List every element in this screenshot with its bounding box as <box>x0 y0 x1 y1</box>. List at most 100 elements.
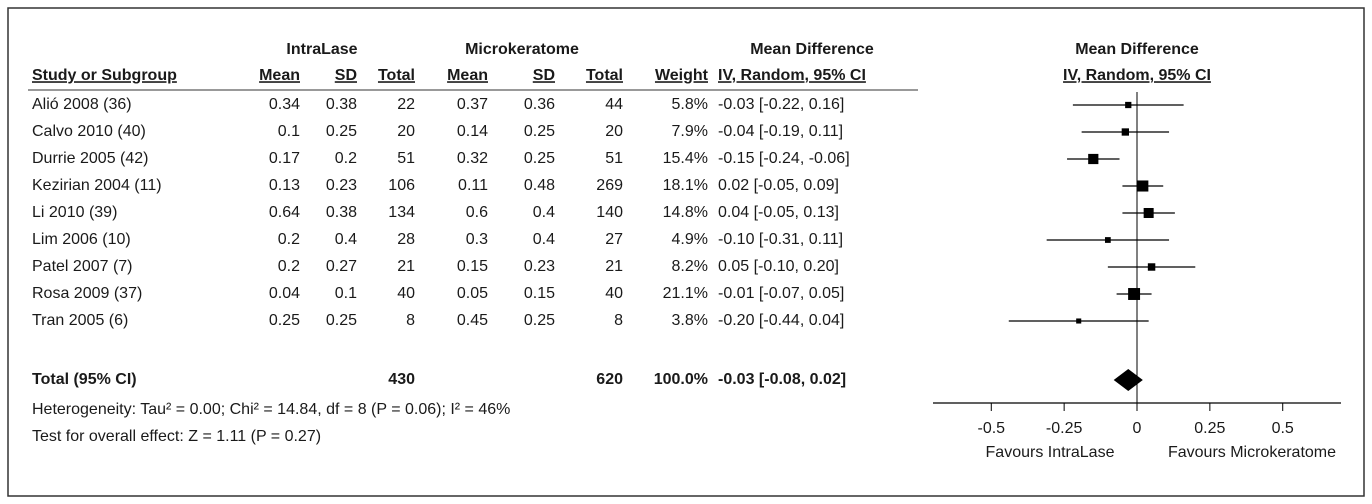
table-cell: 15.4% <box>663 150 708 167</box>
total-cell: -0.03 [-0.08, 0.02] <box>718 371 846 388</box>
table-cell: 4.9% <box>672 231 708 248</box>
effect-square <box>1137 180 1149 192</box>
table-cell: 8 <box>406 312 415 329</box>
x-tick-label: 0.25 <box>1194 420 1225 437</box>
column-header: Total <box>378 67 415 84</box>
table-cell: Durrie 2005 (42) <box>32 150 149 167</box>
table-cell: 0.11 <box>458 177 488 194</box>
table-cell: 0.38 <box>326 96 357 113</box>
x-tick-label: 0 <box>1133 420 1142 437</box>
table-cell: -0.20 [-0.44, 0.04] <box>718 312 844 329</box>
column-header: Mean <box>447 67 488 84</box>
column-header: SD <box>533 67 555 84</box>
table-cell: 0.23 <box>326 177 357 194</box>
overall-effect: Test for overall effect: Z = 1.11 (P = 0… <box>32 428 321 445</box>
table-cell: 0.15 <box>524 285 555 302</box>
effect-square <box>1121 128 1129 136</box>
table-cell: 0.04 <box>269 285 300 302</box>
table-cell: 0.25 <box>269 312 300 329</box>
table-cell: 0.04 [-0.05, 0.13] <box>718 204 839 221</box>
table-cell: 8.2% <box>672 258 708 275</box>
table-cell: 0.15 <box>457 258 488 275</box>
plot-subtitle: IV, Random, 95% CI <box>1063 67 1211 84</box>
column-header: IV, Random, 95% CI <box>718 67 866 84</box>
table-cell: 0.05 <box>457 285 488 302</box>
table-cell: 3.8% <box>672 312 708 329</box>
table-cell: -0.04 [-0.19, 0.11] <box>718 123 843 140</box>
total-cell: 100.0% <box>654 371 708 388</box>
column-header: Study or Subgroup <box>32 67 177 84</box>
heterogeneity: Heterogeneity: Tau² = 0.00; Chi² = 14.84… <box>32 401 510 418</box>
table-cell: 20 <box>397 123 415 140</box>
favours-right: Favours Microkeratome <box>1168 444 1336 461</box>
table-cell: 21.1% <box>663 285 708 302</box>
table-cell: 0.1 <box>335 285 357 302</box>
table-cell: 14.8% <box>663 204 708 221</box>
effect-square <box>1104 237 1111 243</box>
table-cell: Calvo 2010 (40) <box>32 123 146 140</box>
table-cell: 0.2 <box>335 150 357 167</box>
table-cell: 44 <box>605 96 623 113</box>
column-header: Weight <box>655 67 709 84</box>
table-cell: 40 <box>605 285 623 302</box>
table-cell: 0.48 <box>524 177 555 194</box>
table-cell: 269 <box>596 177 623 194</box>
table-cell: 27 <box>605 231 623 248</box>
table-cell: 0.27 <box>326 258 357 275</box>
table-cell: 0.25 <box>326 312 357 329</box>
column-header: Total <box>586 67 623 84</box>
table-cell: Rosa 2009 (37) <box>32 285 142 302</box>
table-cell: 0.05 [-0.10, 0.20] <box>718 258 839 275</box>
table-cell: 0.4 <box>533 204 555 221</box>
group-header: Microkeratome <box>465 41 579 58</box>
table-cell: 0.36 <box>524 96 555 113</box>
table-cell: 51 <box>605 150 623 167</box>
table-cell: 0.2 <box>278 258 300 275</box>
column-header: SD <box>335 67 357 84</box>
table-cell: 0.17 <box>269 150 300 167</box>
table-cell: 0.2 <box>278 231 300 248</box>
table-cell: 22 <box>397 96 415 113</box>
table-cell: 0.64 <box>269 204 300 221</box>
table-cell: 8 <box>614 312 623 329</box>
table-cell: 0.32 <box>457 150 488 167</box>
group-header: IntraLase <box>286 41 357 58</box>
table-cell: 7.9% <box>672 123 708 140</box>
table-cell: 20 <box>605 123 623 140</box>
table-cell: 0.25 <box>524 150 555 167</box>
table-cell: 0.23 <box>524 258 555 275</box>
table-cell: Li 2010 (39) <box>32 204 117 221</box>
effect-square <box>1125 101 1132 109</box>
table-cell: 21 <box>605 258 623 275</box>
table-cell: 0.1 <box>278 123 300 140</box>
table-cell: 0.3 <box>466 231 488 248</box>
table-cell: 0.25 <box>326 123 357 140</box>
table-cell: 0.6 <box>466 204 488 221</box>
table-cell: 0.14 <box>457 123 488 140</box>
effect-square <box>1076 318 1082 324</box>
table-cell: -0.03 [-0.22, 0.16] <box>718 96 844 113</box>
table-cell: 21 <box>397 258 415 275</box>
x-tick-label: -0.5 <box>977 420 1005 437</box>
plot-title: Mean Difference <box>1075 41 1199 58</box>
effect-square <box>1128 288 1141 300</box>
table-cell: 106 <box>388 177 415 194</box>
table-cell: Tran 2005 (6) <box>32 312 128 329</box>
table-cell: 0.13 <box>269 177 300 194</box>
total-cell: 430 <box>388 371 415 388</box>
x-tick-label: 0.5 <box>1272 420 1294 437</box>
pooled-diamond <box>1113 369 1143 391</box>
table-cell: 0.02 [-0.05, 0.09] <box>718 177 839 194</box>
total-cell: 620 <box>596 371 623 388</box>
table-cell: Patel 2007 (7) <box>32 258 133 275</box>
column-header: Mean <box>259 67 300 84</box>
table-cell: 0.37 <box>457 96 488 113</box>
table-cell: 0.45 <box>457 312 488 329</box>
table-cell: 40 <box>397 285 415 302</box>
table-cell: Kezirian 2004 (11) <box>32 177 162 194</box>
table-cell: 134 <box>388 204 415 221</box>
table-cell: -0.01 [-0.07, 0.05] <box>718 285 844 302</box>
favours-left: Favours IntraLase <box>986 444 1115 461</box>
effect-square <box>1088 153 1099 165</box>
